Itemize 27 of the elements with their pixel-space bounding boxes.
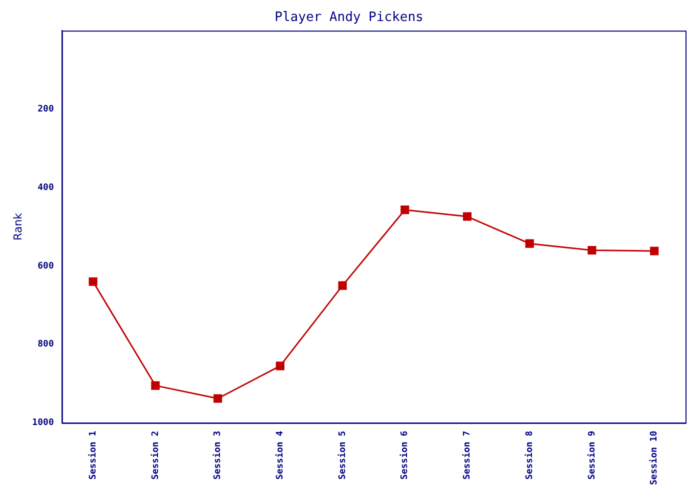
x-tick-label: Session 9 [586, 430, 598, 480]
y-tick-label: 600 [38, 261, 54, 272]
point [650, 246, 659, 256]
chart-title: Player Andy Pickens [274, 10, 424, 26]
y-tick-label: 200 [38, 104, 54, 114]
x-tick-label: Session 10 [648, 430, 660, 486]
x-tick-label: Session 4 [274, 430, 286, 480]
y-tick-label: 800 [38, 340, 54, 350]
point [588, 246, 596, 255]
point [276, 362, 284, 370]
point [213, 394, 222, 403]
y-tick-label: 400 [38, 182, 54, 193]
x-tick-label: Session 6 [399, 430, 410, 480]
x-tick-label: Session 2 [150, 430, 161, 480]
x-tick-label: Session 8 [524, 430, 535, 480]
x-tick-label: Session 7 [462, 430, 473, 480]
x-tick-label: Session 3 [212, 430, 224, 480]
point [151, 381, 160, 390]
point [88, 277, 98, 286]
y-axis-title: Rank [11, 212, 24, 240]
point [400, 206, 410, 214]
point [338, 281, 347, 290]
point [462, 212, 472, 221]
y-tick-label: 1000 [32, 418, 54, 428]
x-tick-label: Session 1 [87, 430, 98, 480]
point [525, 239, 534, 248]
x-tick-label: Session 5 [336, 430, 348, 480]
